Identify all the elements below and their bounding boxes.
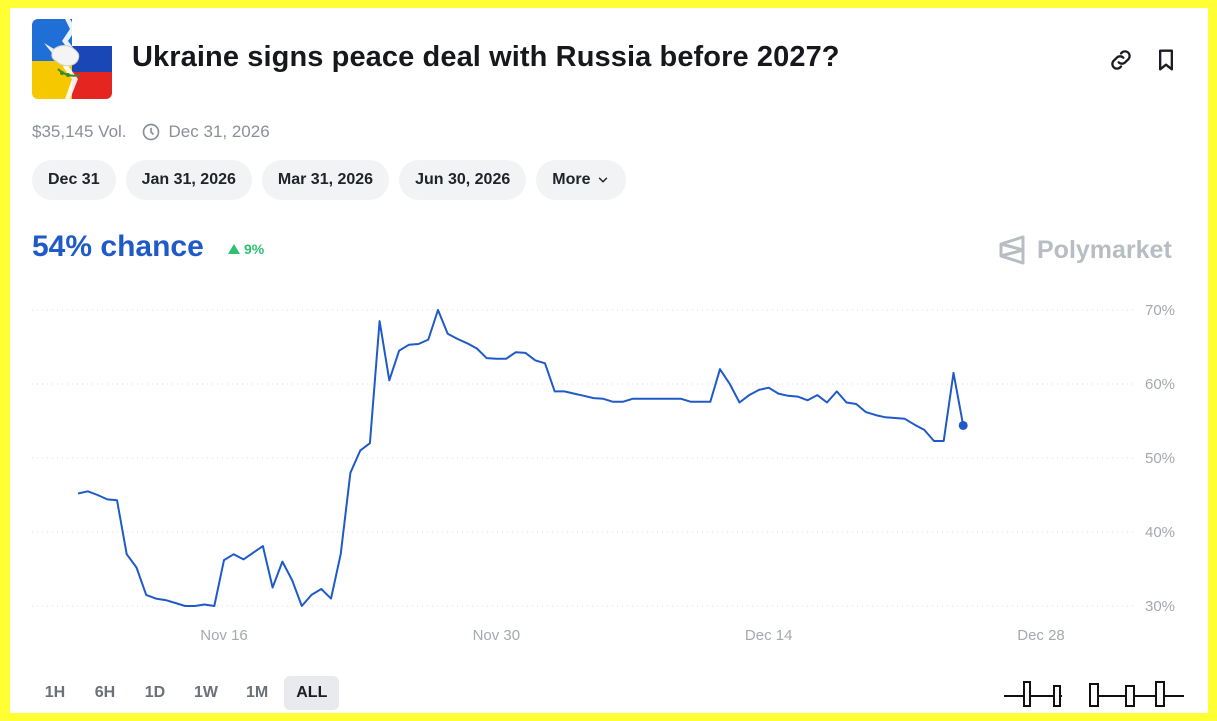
current-point	[958, 420, 968, 430]
bookmark-icon[interactable]	[1152, 46, 1180, 74]
market-meta: $35,145 Vol. Dec 31, 2026	[32, 122, 270, 142]
link-icon[interactable]	[1107, 46, 1135, 74]
date-pill-jan-31-2026[interactable]: Jan 31, 2026	[125, 160, 252, 200]
ukraine-russia-dove-icon	[32, 19, 112, 99]
market-title: Ukraine signs peace deal with Russia bef…	[132, 41, 840, 73]
date-pill-mar-31-2026[interactable]: Mar 31, 2026	[261, 160, 390, 200]
price-line	[77, 309, 965, 607]
x-tick-label: Nov 30	[473, 627, 521, 644]
chance-value: 54% chance	[32, 230, 204, 263]
range-6h-button[interactable]: 6H	[94, 684, 116, 701]
change-badge: 9%	[228, 241, 264, 257]
volume-text: $35,145 Vol.	[32, 122, 127, 141]
date-pill-dec-31[interactable]: Dec 31	[32, 160, 116, 200]
range-1h-button[interactable]: 1H	[44, 684, 66, 701]
range-1m-button[interactable]: 1M	[246, 684, 269, 701]
x-tick-label: Dec 14	[745, 627, 793, 644]
y-tick-label: 30%	[1145, 598, 1175, 615]
change-value: 9%	[244, 241, 265, 257]
polymarket-logo: Polymarket	[997, 234, 1172, 266]
time-range-selector: 1H 6H 1D 1W 1M ALL	[32, 676, 340, 710]
y-tick-label: 70%	[1145, 302, 1175, 319]
triangle-up-icon	[228, 244, 240, 254]
date-pills: Dec 31 Jan 31, 2026 Mar 31, 2026 Jun 30,…	[32, 160, 627, 200]
settings-sliders-icon[interactable]	[1086, 676, 1186, 710]
sliders-icon[interactable]	[1002, 676, 1072, 710]
more-dates-button[interactable]: More	[536, 160, 627, 200]
market-image[interactable]	[32, 19, 112, 99]
end-date-text: Dec 31, 2026	[168, 122, 270, 141]
y-tick-label: 50%	[1145, 450, 1175, 467]
more-label: More	[552, 171, 591, 188]
date-pill-jun-30-2026[interactable]: Jun 30, 2026	[399, 160, 527, 200]
chart-tools	[1002, 676, 1186, 710]
brand-name: Polymarket	[1037, 235, 1172, 264]
x-tick-label: Nov 16	[200, 627, 248, 644]
price-chart[interactable]: 70% 60% 50% 40% 30% Nov 16 Nov 30 Dec 14 Dec 28	[10, 8, 1208, 668]
clock-icon	[142, 123, 159, 141]
market-card: Ukraine signs peace deal with Russia bef…	[10, 8, 1208, 713]
range-all-button[interactable]: ALL	[284, 676, 340, 710]
x-tick-label: Dec 28	[1017, 627, 1065, 644]
range-1d-button[interactable]: 1D	[144, 684, 166, 701]
y-tick-label: 60%	[1145, 376, 1175, 393]
y-tick-label: 40%	[1145, 524, 1175, 541]
range-1w-button[interactable]: 1W	[194, 684, 218, 701]
polymarket-icon	[999, 235, 1025, 265]
chevron-down-icon	[599, 177, 608, 183]
